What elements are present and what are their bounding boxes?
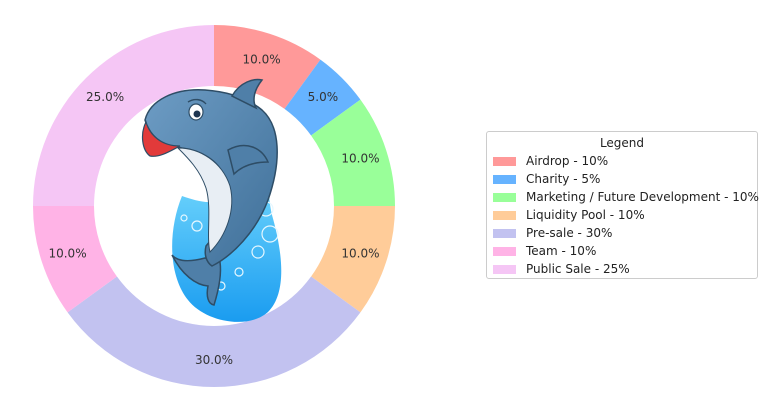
slice-label-6: 25.0% [86, 90, 124, 104]
legend-title: Legend [599, 136, 645, 150]
slice-label-0: 10.0% [243, 53, 281, 67]
slice-4 [67, 276, 361, 387]
legend-swatch [493, 192, 516, 202]
bubble [251, 245, 265, 259]
dolphin-belly [176, 147, 233, 253]
bubble [234, 267, 244, 277]
bubble [261, 225, 279, 243]
slice-1 [284, 59, 361, 136]
legend-label: Marketing / Future Development - 10% [526, 190, 759, 204]
legend-item-0: Airdrop - 10% [493, 152, 608, 170]
labels-layer: 10.0% 5.0% 10.0% 10.0% 30.0% 10.0% 25.0% [48, 53, 379, 367]
legend-swatch [493, 156, 516, 166]
slice-3 [311, 206, 395, 313]
slice-label-4: 30.0% [195, 353, 233, 367]
legend-label: Liquidity Pool - 10% [526, 208, 645, 222]
dolphin-tail [171, 254, 222, 306]
legend-label: Airdrop - 10% [526, 154, 609, 168]
bubble [191, 220, 203, 232]
legend-swatch [493, 264, 516, 274]
legend-item-6: Public Sale - 25% [493, 260, 630, 278]
slice-5 [33, 206, 117, 313]
legend: Legend Airdrop - 10% Charity - 5% Marketin… [486, 131, 759, 279]
legend-label: Charity - 5% [526, 172, 601, 186]
dolphin-dorsal-fin [230, 78, 264, 110]
dolphin-logo [141, 78, 282, 322]
legend-item-1: Charity - 5% [493, 170, 600, 188]
legend-label: Team - 10% [526, 244, 597, 258]
legend-label: Public Sale - 25% [526, 262, 630, 276]
legend-item-5: Team - 10% [493, 242, 596, 260]
legend-swatch [493, 210, 516, 220]
legend-item-4: Pre-sale - 30% [493, 224, 612, 242]
dolphin-mouth [141, 120, 181, 157]
legend-item-2: Marketing / Future Development - 10% [493, 188, 759, 206]
dolphin-brow [187, 98, 207, 105]
dolphin-pupil [193, 110, 201, 118]
legend-swatch [493, 174, 516, 184]
slice-label-3: 10.0% [341, 247, 379, 261]
legend-swatch [493, 246, 516, 256]
slice-6 [33, 25, 214, 206]
slice-2 [311, 99, 395, 206]
legend-item-3: Liquidity Pool - 10% [493, 206, 645, 224]
bubble [180, 214, 188, 222]
dolphin-pectoral-fin [227, 144, 270, 176]
slice-label-1: 5.0% [308, 90, 339, 104]
legend-swatch [493, 228, 516, 238]
slice-label-2: 10.0% [341, 151, 379, 165]
slice-label-5: 10.0% [48, 247, 86, 261]
legend-label: Pre-sale - 30% [526, 226, 613, 240]
